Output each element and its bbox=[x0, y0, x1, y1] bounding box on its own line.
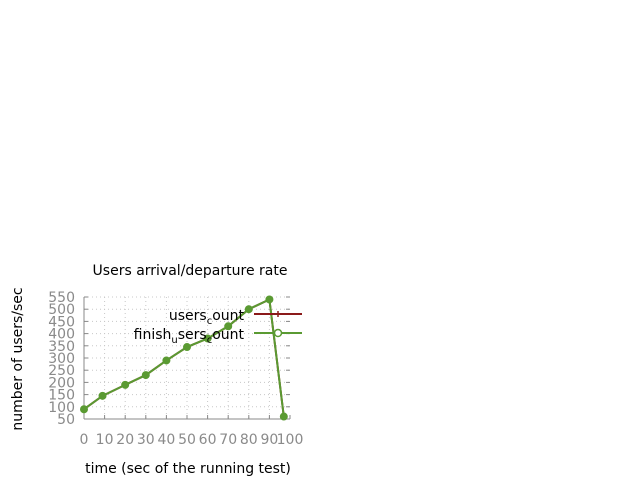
data-point bbox=[98, 391, 107, 400]
x-tick-label: 70 bbox=[219, 432, 237, 448]
legend-label-users-count: userscount bbox=[169, 308, 245, 327]
data-point bbox=[279, 412, 288, 421]
x-axis-label: time (sec of the running test) bbox=[85, 461, 291, 477]
series-layer bbox=[80, 295, 288, 421]
y-tick-label: 350 bbox=[48, 339, 75, 355]
x-tick-label: 60 bbox=[199, 432, 217, 448]
y-tick-label: 250 bbox=[48, 363, 75, 379]
x-tick-label: 80 bbox=[240, 432, 258, 448]
x-tick-label: 40 bbox=[157, 432, 175, 448]
data-point bbox=[183, 343, 191, 352]
data-point bbox=[141, 371, 150, 380]
data-point bbox=[224, 322, 233, 331]
legend-label-finish-users-count: finishuserscount bbox=[134, 327, 245, 346]
y-tick-label: 150 bbox=[48, 388, 75, 404]
x-tick-label: 100 bbox=[277, 432, 304, 448]
x-tick-label: 30 bbox=[137, 432, 155, 448]
y-tick-label: 550 bbox=[48, 290, 75, 306]
y-tick-label: 100 bbox=[48, 400, 75, 416]
x-tick-label: 20 bbox=[116, 432, 134, 448]
y-tick-label: 500 bbox=[48, 302, 75, 318]
y-tick-label: 200 bbox=[48, 375, 75, 391]
data-point bbox=[121, 380, 130, 389]
x-tick-label: 0 bbox=[80, 432, 89, 448]
data-point bbox=[80, 405, 88, 414]
chart-title: Users arrival/departure rate bbox=[93, 263, 288, 279]
data-point bbox=[265, 295, 274, 304]
y-tick-label: 300 bbox=[48, 351, 75, 367]
x-tick-label: 10 bbox=[96, 432, 114, 448]
y-axis-label: number of users/sec bbox=[10, 287, 26, 430]
data-point bbox=[162, 356, 171, 365]
x-tick-label: 90 bbox=[260, 432, 278, 448]
y-tick-label: 450 bbox=[48, 314, 75, 330]
legend-swatch-marker bbox=[275, 311, 281, 317]
axes bbox=[83, 296, 291, 420]
data-point bbox=[244, 305, 253, 314]
y-tick-label: 400 bbox=[48, 327, 75, 343]
series-finish-users-count bbox=[80, 295, 288, 421]
x-tick-label: 50 bbox=[178, 432, 196, 448]
legend: userscount finishuserscount bbox=[134, 308, 302, 346]
y-tick-label: 50 bbox=[57, 412, 75, 428]
legend-swatch-marker bbox=[273, 328, 283, 338]
data-point bbox=[203, 334, 212, 343]
